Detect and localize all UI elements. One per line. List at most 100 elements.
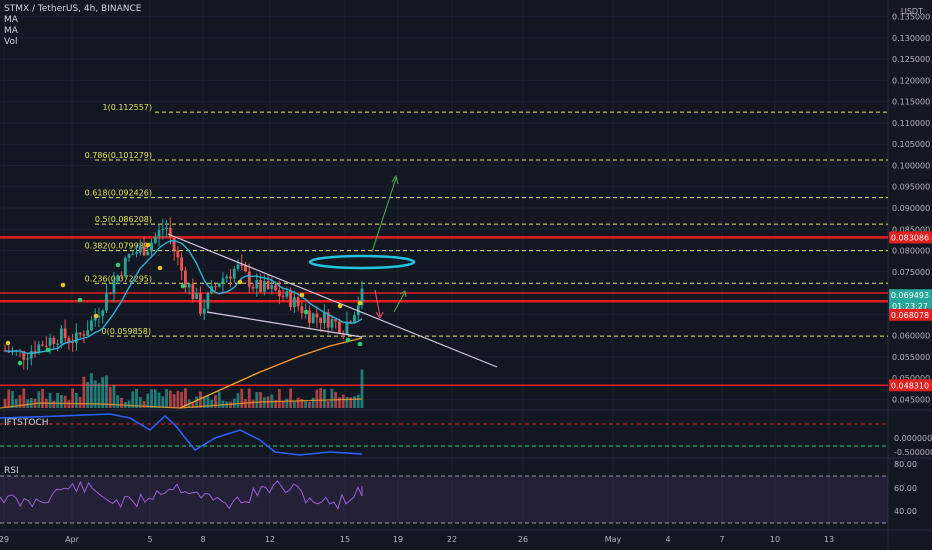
candle-body [274, 285, 277, 290]
time-tick: May [605, 535, 622, 544]
badge-current-price: 0.069493 [891, 291, 929, 300]
signal-dot [46, 348, 51, 353]
volume-bar [128, 400, 131, 408]
candle-body [150, 243, 153, 252]
candle-body [203, 309, 206, 314]
price-tick: 0.090000 [892, 204, 930, 213]
time-tick: 19 [393, 535, 403, 544]
volume-bar [52, 401, 55, 408]
signal-dot [6, 341, 11, 346]
candle-body [49, 338, 52, 346]
candle-body [124, 258, 127, 277]
time-tick: 12 [265, 535, 275, 544]
volume-bar [56, 393, 59, 408]
candle-body [113, 281, 116, 294]
candle-body [139, 246, 142, 252]
volume-bar [240, 389, 243, 408]
volume-bar [259, 392, 262, 408]
candle-body [248, 271, 251, 286]
ma-indicator-1[interactable]: MA [4, 15, 141, 26]
symbol-title[interactable]: STMX / TetherUS, 4h, BINANCE [4, 4, 141, 15]
badge-support-low: 0.048310 [891, 381, 929, 390]
candle-body [101, 311, 104, 316]
candle-body [293, 297, 296, 307]
rsi-tick: 40.00 [894, 507, 917, 516]
signal-dot [158, 266, 163, 271]
candle-body [323, 312, 326, 323]
volume-bar [308, 402, 311, 408]
volume-bar [90, 373, 93, 408]
candle-body [346, 322, 349, 335]
volume-bar [304, 401, 307, 408]
candle-body [289, 291, 292, 307]
volume-bar [7, 390, 10, 408]
candle-body [131, 254, 134, 255]
volume-bar [248, 388, 251, 408]
candle-body [237, 265, 240, 269]
candle-body [52, 338, 55, 344]
candle-body [60, 329, 63, 344]
volume-bar [169, 390, 172, 408]
volume-bar [289, 388, 292, 408]
badge-support-mid: 0.068078 [891, 311, 929, 320]
volume-bar [252, 400, 255, 408]
candle-body [135, 252, 138, 253]
ma-indicator-2[interactable]: MA [4, 26, 141, 37]
volume-bar [116, 395, 119, 408]
volume-bar [353, 396, 356, 408]
candle-body [116, 275, 119, 281]
volume-bar [165, 389, 168, 408]
candle-body [79, 333, 82, 335]
signal-dot [18, 361, 23, 366]
volume-bar [214, 395, 217, 408]
volume-bar [293, 401, 296, 408]
signal-dot [238, 280, 243, 285]
volume-bar [158, 393, 161, 408]
volume-bar [357, 395, 360, 408]
signal-dot [338, 304, 343, 309]
candle-body [165, 228, 168, 229]
signal-dot [358, 301, 363, 306]
rsi-pane [0, 476, 888, 523]
candle-body [158, 230, 161, 237]
volume-bar [237, 393, 240, 408]
time-tick: 10 [770, 535, 780, 544]
time-tick: 4 [665, 535, 670, 544]
candle-body [173, 238, 176, 251]
signal-dot [346, 338, 351, 343]
candle-body [233, 269, 236, 279]
volume-bar [297, 398, 300, 408]
stoch-pane-label[interactable]: IFTSTOCH [4, 418, 49, 428]
candle-body [191, 284, 194, 299]
time-tick: 13 [824, 535, 834, 544]
volume-bar [312, 398, 315, 408]
fib-label: 0.5(0.086208) [95, 215, 152, 224]
candle-body [218, 283, 221, 287]
candle-body [255, 280, 258, 288]
candle-body [353, 315, 356, 322]
volume-bar [176, 391, 179, 408]
volume-bar [161, 396, 164, 408]
volume-bar [26, 399, 29, 408]
candle-body [259, 280, 262, 292]
volume-bar [41, 389, 44, 408]
volume-bar [180, 392, 183, 408]
candle-body [41, 344, 44, 345]
volume-indicator[interactable]: Vol [4, 37, 141, 48]
candle-body [297, 297, 300, 306]
fib-label: 0.382(0.079989) [85, 242, 152, 251]
volume-bar [285, 399, 288, 408]
price-tick: 0.060000 [892, 332, 930, 341]
time-tick: Apr [65, 535, 80, 544]
candle-body [331, 319, 334, 328]
rsi-band [0, 476, 888, 523]
time-tick: 22 [447, 535, 457, 544]
candle-body [128, 254, 131, 257]
candle-body [30, 351, 33, 358]
candle-body [229, 277, 232, 279]
signal-dot [116, 263, 121, 268]
volume-bar [173, 394, 176, 408]
volume-bar [105, 375, 108, 408]
rsi-pane-label[interactable]: RSI [4, 466, 19, 476]
